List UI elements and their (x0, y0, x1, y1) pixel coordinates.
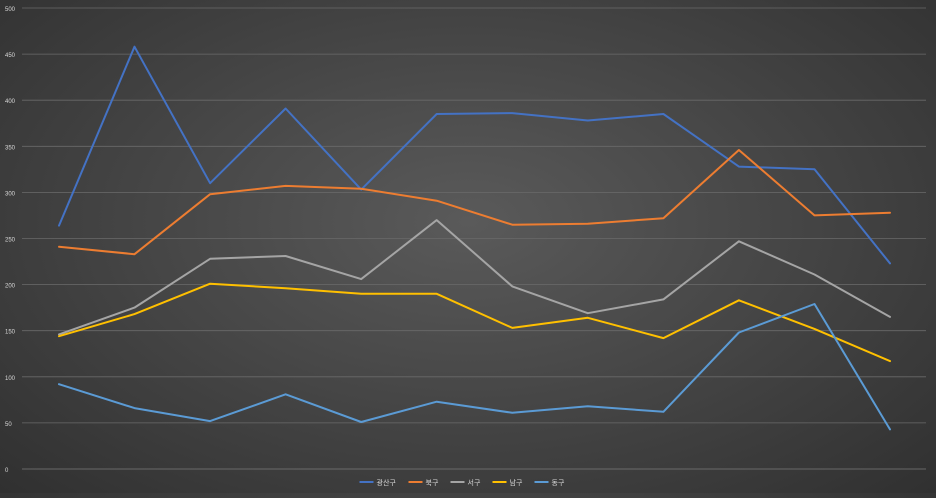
y-tick-label: 150 (5, 330, 16, 336)
y-tick-label: 500 (5, 7, 16, 13)
legend-label: 광산구 (377, 478, 397, 487)
legend-label: 남구 (510, 478, 523, 487)
series-lines (58, 45, 891, 431)
y-tick-label: 250 (5, 238, 16, 244)
series-line-5 (58, 303, 891, 431)
y-tick-label: 400 (5, 99, 16, 105)
series-line-2 (58, 149, 891, 256)
y-tick-label: 300 (5, 191, 16, 197)
series-line-3 (58, 219, 891, 336)
legend-label: 동구 (552, 479, 565, 487)
y-tick-label: 450 (5, 53, 16, 59)
legend-item: 동구 (534, 479, 565, 487)
y-tick-label: 0 (5, 468, 9, 474)
y-tick-label: 100 (5, 376, 16, 382)
legend-label: 서구 (468, 478, 481, 487)
gridlines (22, 7, 926, 470)
legend-item: 남구 (492, 478, 523, 487)
legend-item: 북구 (408, 479, 439, 487)
legend-item: 광산구 (359, 478, 397, 487)
y-tick-label: 50 (5, 422, 12, 428)
y-axis-ticks: 0 50 100 150 200 250 300 350 400 450 500 (5, 7, 16, 474)
y-tick-label: 350 (5, 145, 16, 151)
legend-label: 북구 (426, 479, 439, 487)
y-tick-label: 200 (5, 284, 16, 290)
series-line-4 (58, 282, 891, 363)
series-line-1 (58, 45, 891, 265)
legend: 광산구 북구 서구 남구 동구 (359, 478, 565, 487)
legend-item: 서구 (450, 478, 481, 487)
